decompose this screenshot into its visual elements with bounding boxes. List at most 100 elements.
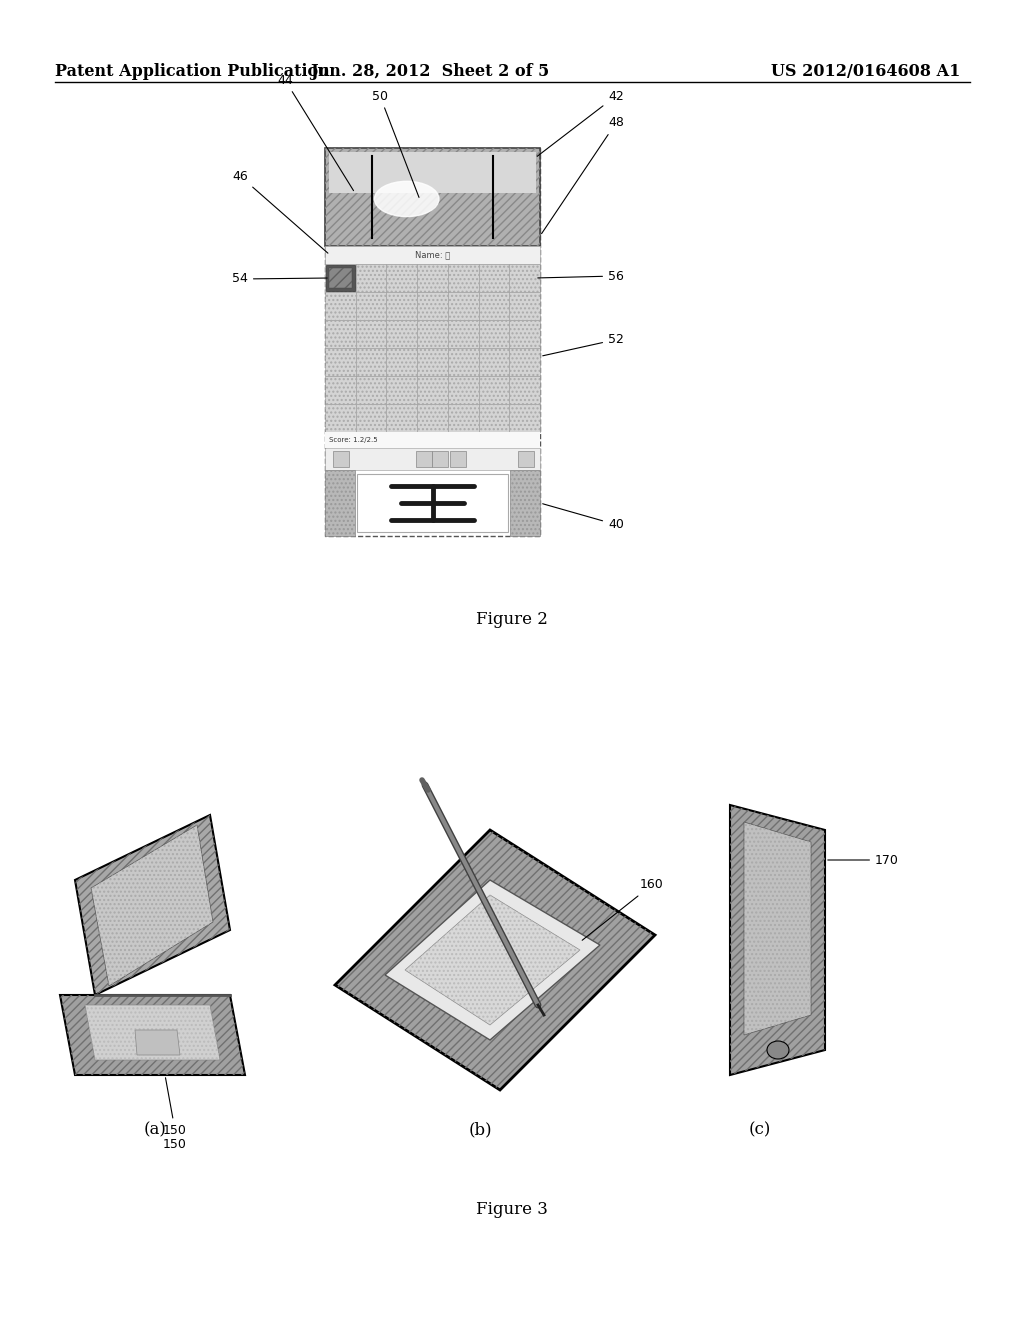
Bar: [325, 148, 540, 246]
Bar: [333, 451, 349, 467]
Bar: [329, 268, 351, 288]
Polygon shape: [60, 995, 245, 1074]
Bar: [355, 292, 386, 319]
Text: 56: 56: [538, 269, 624, 282]
Bar: [355, 319, 386, 348]
Bar: [355, 319, 386, 348]
Bar: [478, 319, 509, 348]
Bar: [447, 264, 478, 292]
Bar: [478, 376, 509, 404]
Bar: [509, 264, 540, 292]
Bar: [447, 404, 478, 432]
Bar: [386, 348, 417, 376]
Bar: [447, 264, 478, 292]
Text: 42: 42: [538, 90, 624, 156]
Text: 150: 150: [163, 1077, 187, 1137]
Bar: [325, 447, 540, 470]
Bar: [447, 376, 478, 404]
Bar: [478, 404, 509, 432]
Text: (b): (b): [468, 1122, 492, 1138]
Bar: [355, 348, 386, 376]
Ellipse shape: [767, 1041, 790, 1059]
Bar: [417, 264, 447, 292]
Bar: [386, 292, 417, 319]
Bar: [416, 451, 432, 467]
Bar: [386, 319, 417, 348]
Polygon shape: [406, 895, 580, 1026]
Bar: [386, 264, 417, 292]
Text: US 2012/0164608 A1: US 2012/0164608 A1: [771, 63, 961, 81]
Polygon shape: [75, 814, 230, 995]
Bar: [417, 376, 447, 404]
Bar: [478, 264, 509, 292]
Text: (a): (a): [143, 1122, 167, 1138]
Bar: [357, 474, 508, 532]
Bar: [417, 292, 447, 319]
Bar: [509, 404, 540, 432]
Bar: [325, 292, 355, 319]
Bar: [325, 264, 355, 292]
Text: (c): (c): [749, 1122, 771, 1138]
Bar: [325, 404, 355, 432]
Bar: [417, 292, 447, 319]
Bar: [478, 404, 509, 432]
Bar: [509, 404, 540, 432]
Bar: [509, 376, 540, 404]
Bar: [325, 376, 355, 404]
Bar: [386, 404, 417, 432]
Bar: [432, 451, 449, 467]
Bar: [325, 348, 355, 376]
Polygon shape: [85, 1005, 220, 1060]
Text: Patent Application Publication: Patent Application Publication: [55, 63, 330, 81]
Bar: [325, 319, 355, 348]
Bar: [386, 348, 417, 376]
Text: 40: 40: [543, 504, 624, 531]
Bar: [386, 264, 417, 292]
Bar: [417, 264, 447, 292]
Bar: [509, 348, 540, 376]
Bar: [325, 432, 540, 447]
Bar: [509, 292, 540, 319]
Bar: [329, 152, 536, 193]
Bar: [325, 404, 355, 432]
Bar: [518, 451, 534, 467]
Bar: [447, 292, 478, 319]
Bar: [325, 470, 355, 536]
Bar: [355, 376, 386, 404]
Bar: [447, 319, 478, 348]
Bar: [447, 376, 478, 404]
Bar: [417, 404, 447, 432]
Text: Name: 王: Name: 王: [415, 251, 451, 260]
Bar: [355, 264, 386, 292]
Text: Figure 3: Figure 3: [476, 1201, 548, 1218]
Bar: [417, 319, 447, 348]
Polygon shape: [744, 822, 811, 1035]
Bar: [355, 292, 386, 319]
Bar: [450, 451, 466, 467]
Bar: [325, 246, 540, 264]
Bar: [355, 264, 386, 292]
Bar: [325, 264, 355, 292]
Text: Jun. 28, 2012  Sheet 2 of 5: Jun. 28, 2012 Sheet 2 of 5: [310, 63, 550, 81]
Bar: [509, 348, 540, 376]
Bar: [478, 292, 509, 319]
Bar: [509, 376, 540, 404]
Bar: [386, 404, 417, 432]
Bar: [417, 376, 447, 404]
Bar: [417, 404, 447, 432]
Bar: [417, 348, 447, 376]
Bar: [355, 404, 386, 432]
Polygon shape: [385, 880, 600, 1040]
Bar: [478, 348, 509, 376]
Polygon shape: [91, 825, 213, 986]
Text: 44: 44: [278, 74, 353, 190]
Bar: [447, 292, 478, 319]
Bar: [386, 292, 417, 319]
Text: 48: 48: [542, 116, 624, 234]
Bar: [355, 376, 386, 404]
Bar: [325, 376, 355, 404]
Text: 46: 46: [232, 169, 328, 253]
Bar: [325, 148, 540, 536]
Bar: [325, 319, 355, 348]
Bar: [329, 268, 351, 288]
